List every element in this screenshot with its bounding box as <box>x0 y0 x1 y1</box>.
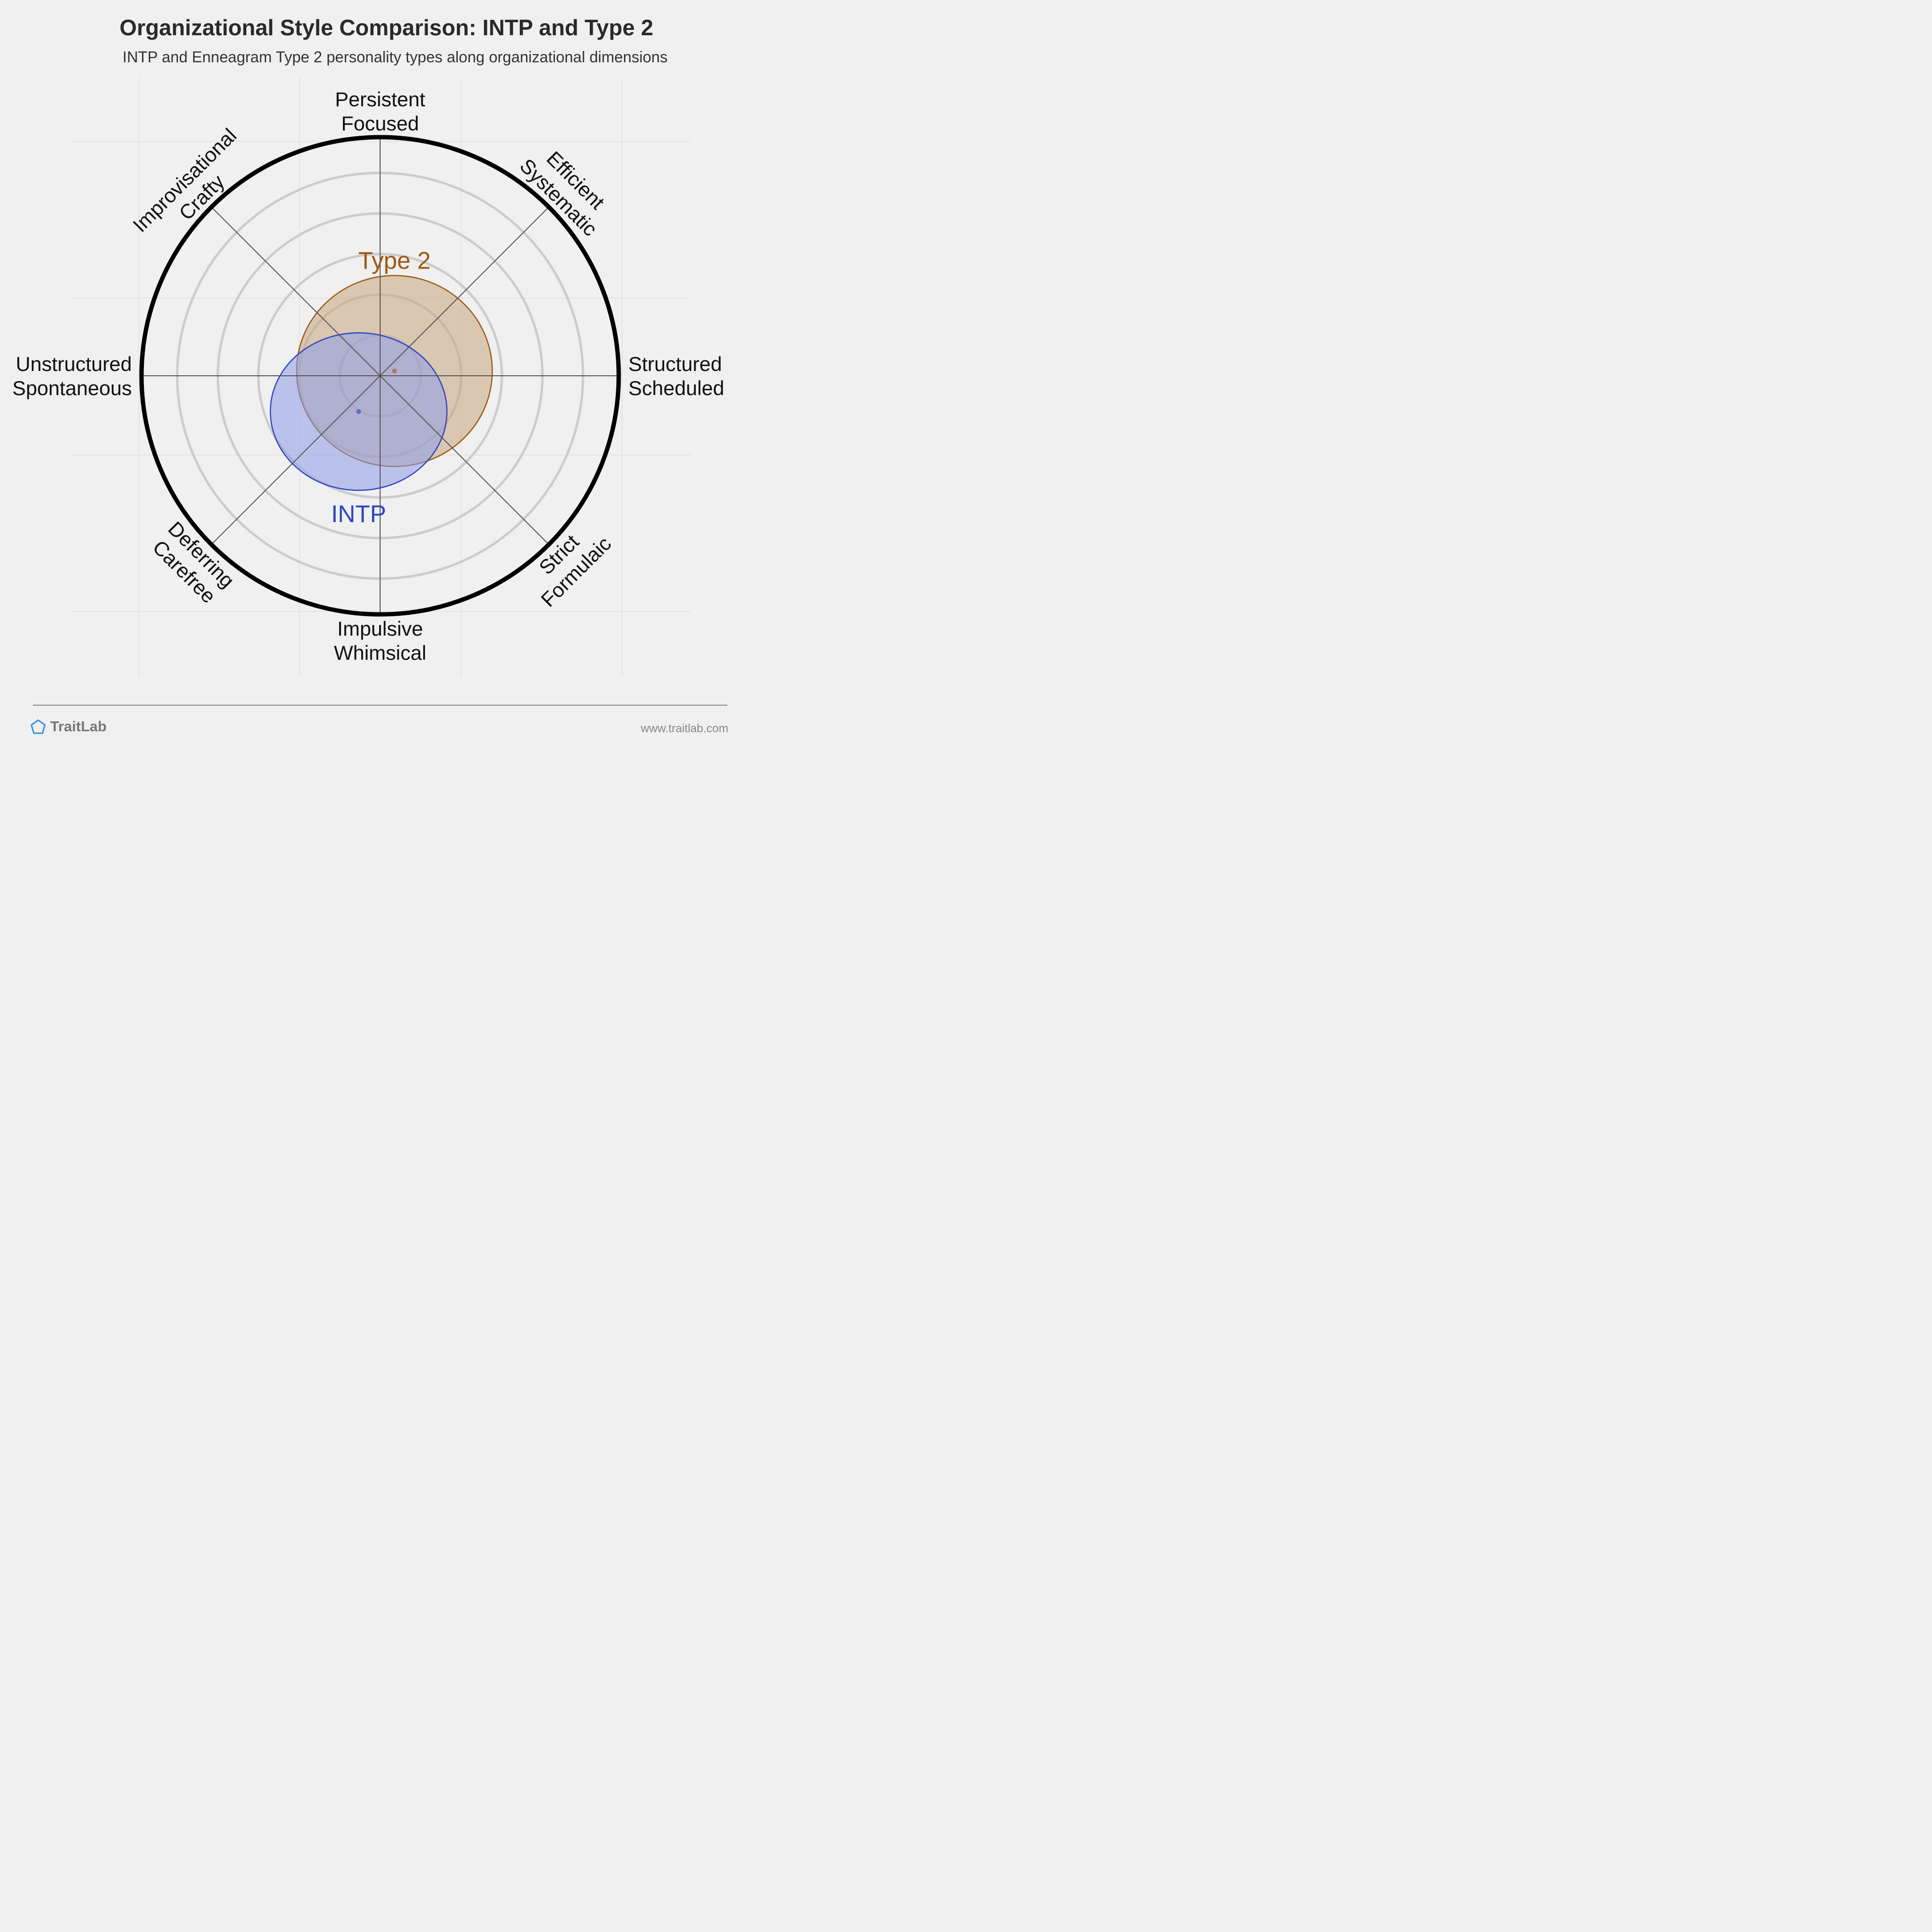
axis-label-2-line-0: Structured <box>628 353 722 375</box>
axis-label-6-line-0: Unstructured <box>16 353 132 375</box>
axis-label-4-line-1: Whimsical <box>334 641 426 664</box>
axis-label-2-line-1: Scheduled <box>628 377 724 399</box>
pentagon-icon <box>30 719 46 734</box>
brand-name: TraitLab <box>50 719 107 735</box>
axis-label-0-line-0: Persistent <box>335 88 426 111</box>
axis-label-6-line-1: Spontaneous <box>12 377 132 399</box>
outer-ring <box>139 135 621 617</box>
series-areas <box>270 275 493 491</box>
axis-label-4-line-0: Impulsive <box>337 617 423 640</box>
footer-divider <box>33 705 727 706</box>
series-centers <box>356 369 397 414</box>
brand: TraitLab <box>30 719 107 735</box>
axis-line-3 <box>211 206 550 545</box>
series-center-0 <box>392 369 397 374</box>
series-label-1: INTP <box>331 500 386 527</box>
axis-lines <box>142 137 619 614</box>
series-label-0: Type 2 <box>358 247 431 274</box>
series-center-1 <box>356 409 361 414</box>
brand-url: www.traitlab.com <box>640 722 728 735</box>
axis-label-0-line-1: Focused <box>341 112 419 135</box>
chart-subtitle: INTP and Enneagram Type 2 personality ty… <box>122 48 668 66</box>
chart-title: Organizational Style Comparison: INTP an… <box>119 15 653 40</box>
series-labels: Type 2 INTP <box>331 247 431 528</box>
